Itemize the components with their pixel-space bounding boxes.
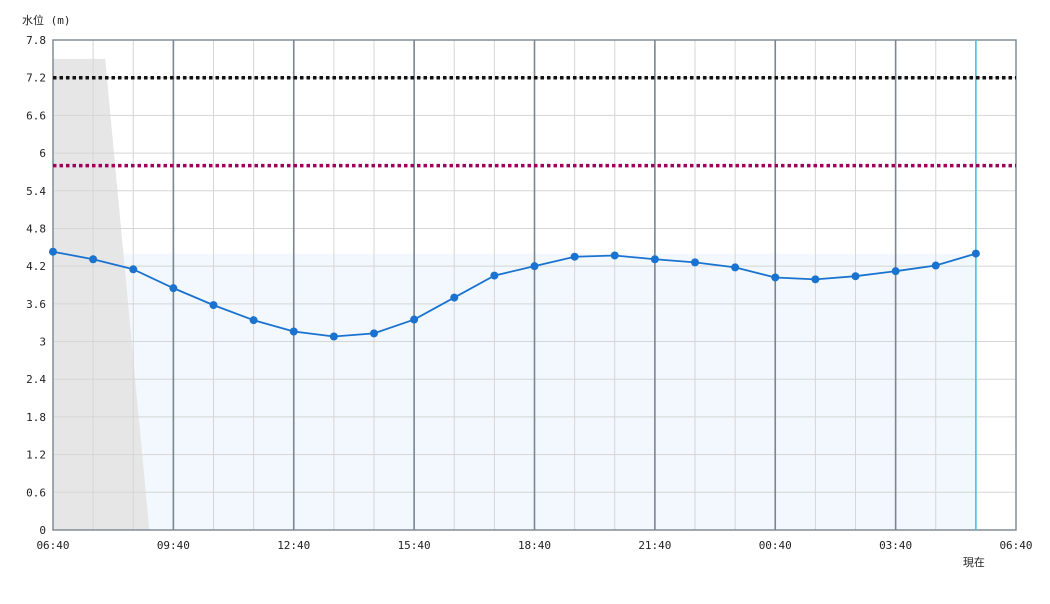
series [49, 247, 980, 341]
x-tick-label: 06:40 [999, 539, 1032, 552]
data-point [169, 284, 178, 293]
data-point [811, 275, 820, 284]
data-point [931, 261, 940, 270]
data-point [49, 247, 57, 256]
data-point [691, 258, 699, 267]
y-tick-label: 4.8 [26, 222, 46, 235]
y-tick-label: 4.2 [26, 260, 46, 273]
data-point [731, 263, 740, 272]
y-tick-label: 0 [39, 524, 46, 537]
now-label: 現在 [963, 556, 985, 569]
data-point [971, 249, 980, 258]
data-point [129, 265, 138, 274]
x-tick-label: 21:40 [638, 539, 671, 552]
y-axis-title: 水位 (m) [22, 13, 71, 27]
y-tick-label: 7.2 [26, 72, 46, 85]
y-tick-label: 1.8 [26, 411, 46, 424]
x-tick-label: 12:40 [277, 539, 310, 552]
water-level-line [52, 250, 977, 338]
x-tick-label: 00:40 [759, 539, 792, 552]
x-tick-label: 09:40 [157, 539, 190, 552]
data-point [490, 271, 499, 280]
data-point [209, 301, 218, 310]
data-point [370, 329, 378, 338]
blue-shaded-area [53, 253, 976, 531]
y-tick-label: 6.6 [26, 109, 46, 122]
data-point [851, 272, 860, 281]
y-tick-label: 3.6 [26, 298, 46, 311]
x-tick-label: 06:40 [36, 539, 69, 552]
data-point [329, 332, 338, 341]
y-tick-label: 7.8 [26, 34, 46, 47]
data-point [289, 327, 298, 336]
y-tick-label: 2.4 [26, 373, 46, 386]
x-tick-label: 18:40 [518, 539, 551, 552]
grey-shaded-area [53, 58, 150, 530]
data-point [771, 273, 780, 282]
data-point [891, 267, 900, 276]
y-tick-label: 1.2 [26, 449, 46, 462]
data-point [249, 316, 258, 325]
data-point [570, 252, 579, 261]
data-point [89, 255, 98, 264]
data-point [610, 251, 619, 260]
y-tick-label: 3 [39, 336, 46, 349]
y-tick-label: 5.4 [26, 185, 46, 198]
data-point [650, 255, 659, 264]
x-tick-label: 03:40 [879, 539, 912, 552]
y-tick-label: 0.6 [26, 486, 46, 499]
plot-border [52, 39, 1017, 531]
data-point [410, 315, 419, 324]
y-tick-label: 6 [39, 147, 46, 160]
data-point [530, 262, 539, 271]
axis-labels: 0 0.6 1.2 1.8 2.4 3 3.6 4.2 4.8 5.4 6 6.6 7.2 7.8 06:4… [26, 34, 1032, 552]
data-point [450, 293, 459, 302]
reference-lines [53, 75, 1016, 168]
x-tick-label: 15:40 [398, 539, 431, 552]
